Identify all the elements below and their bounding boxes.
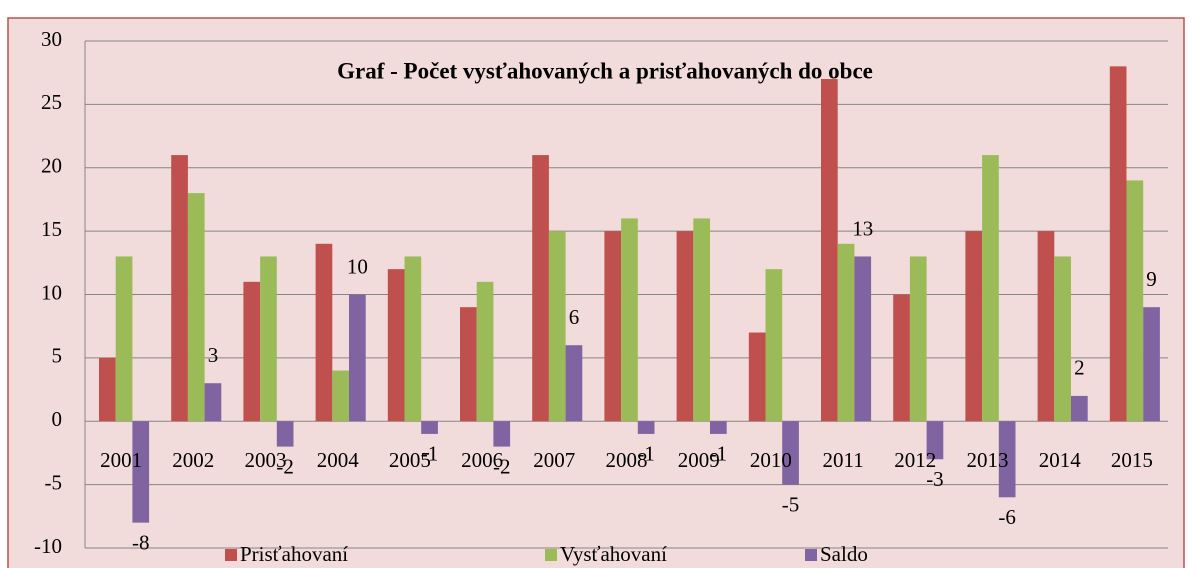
bar [1143, 307, 1160, 422]
x-tick-label: 2007 [533, 448, 575, 472]
x-tick-label: 2004 [317, 448, 360, 472]
y-tick-label: 10 [41, 280, 62, 304]
bar [821, 79, 838, 422]
bar [332, 370, 349, 422]
bar [965, 231, 983, 422]
y-tick-label: -10 [34, 534, 62, 558]
data-label: 13 [852, 216, 873, 240]
bar [693, 218, 710, 422]
data-label: 6 [569, 305, 580, 329]
bar [909, 256, 927, 422]
bar [187, 193, 205, 422]
x-tick-label: 2011 [822, 448, 863, 472]
y-tick-label: 0 [52, 407, 63, 431]
data-label: -1 [637, 442, 655, 466]
y-tick-label: 20 [41, 154, 62, 178]
legend-swatch [225, 549, 237, 561]
x-tick-label: 2009 [678, 448, 720, 472]
bar [548, 231, 566, 422]
bar [1071, 395, 1088, 422]
bar [404, 256, 422, 422]
bar [260, 256, 277, 422]
bar [748, 332, 766, 422]
data-label: -2 [276, 454, 294, 478]
bar [621, 218, 638, 422]
data-label: 9 [1146, 267, 1157, 291]
y-tick-label: 30 [41, 27, 62, 51]
bar [565, 345, 583, 422]
bar [99, 357, 116, 422]
x-tick-label: 2012 [894, 448, 936, 472]
legend-label: Vysťahovaní [560, 542, 667, 566]
bar [387, 269, 405, 422]
legend-label: Saldo [820, 542, 868, 566]
data-label: 10 [347, 254, 368, 278]
data-label: -6 [998, 505, 1016, 529]
bar [1126, 180, 1144, 422]
bar [315, 243, 333, 422]
data-label: -5 [782, 492, 800, 516]
chart-title: Graf - Počet vysťahovaných a prisťahovan… [337, 58, 873, 83]
bar [837, 243, 855, 422]
bar [115, 256, 133, 422]
data-label: -1 [421, 442, 439, 466]
grid [84, 40, 1168, 549]
data-label: -3 [926, 467, 944, 491]
bars [99, 66, 1160, 523]
bar [1109, 66, 1127, 422]
bar [421, 421, 438, 434]
y-tick-label: -5 [45, 470, 63, 494]
bar [532, 155, 549, 422]
data-label: -1 [710, 442, 728, 466]
bar [243, 281, 261, 422]
x-tick-label: 2015 [1111, 448, 1153, 472]
x-tick-label: 2002 [172, 448, 214, 472]
bar [1037, 231, 1055, 422]
x-tick-label: 2003 [245, 448, 287, 472]
x-tick-label: 2005 [389, 448, 431, 472]
legend-swatch [545, 549, 557, 561]
data-label: -2 [493, 454, 511, 478]
y-tick-label: 5 [52, 344, 63, 368]
legend-label: Prisťahovaní [240, 542, 348, 566]
bar [782, 421, 799, 485]
bar [276, 421, 294, 447]
x-tick-label: 2010 [750, 448, 792, 472]
x-tick-label: 2008 [606, 448, 648, 472]
bar [604, 231, 622, 422]
bar [854, 256, 872, 422]
legend-swatch [805, 549, 817, 561]
bar [204, 383, 222, 422]
x-tick-label: 2006 [461, 448, 503, 472]
bar [476, 281, 494, 422]
bar [460, 307, 477, 422]
data-label: 3 [208, 343, 219, 367]
bar [1054, 256, 1071, 422]
bar [676, 231, 694, 422]
bar [349, 294, 366, 422]
x-tick-label: 2014 [1039, 448, 1082, 472]
data-label: 2 [1074, 356, 1085, 380]
bar [493, 421, 511, 447]
y-tick-label: 25 [41, 90, 62, 114]
y-tick-label: 15 [41, 217, 62, 241]
bar [132, 421, 150, 523]
bar [765, 269, 783, 422]
bar [637, 421, 655, 434]
x-tick-label: 2001 [100, 448, 142, 472]
bar [171, 155, 188, 422]
x-tick-label: 2013 [967, 448, 1009, 472]
bar [893, 294, 910, 422]
bar [926, 421, 944, 460]
data-label: -8 [132, 530, 150, 554]
bar [710, 421, 727, 434]
bar [982, 155, 999, 422]
bar [998, 421, 1016, 498]
